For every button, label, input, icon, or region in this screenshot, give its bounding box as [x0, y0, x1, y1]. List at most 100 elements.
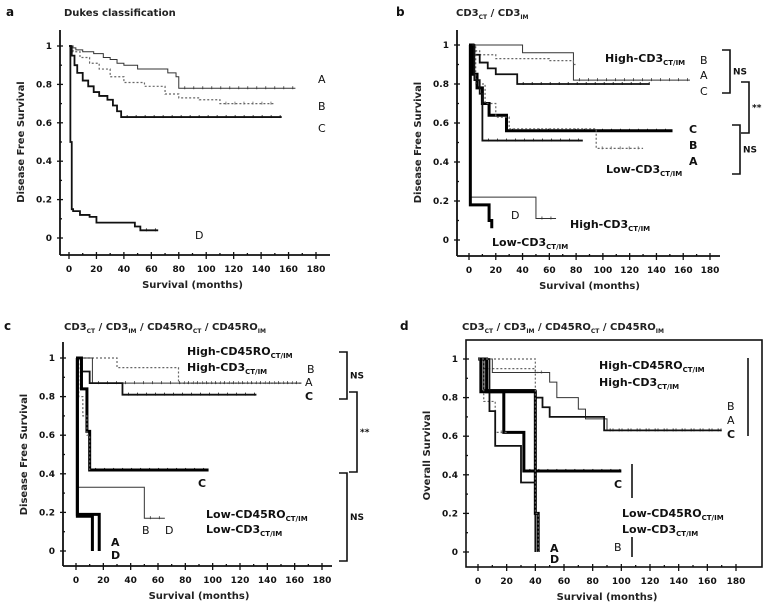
panel-title-sub: IM	[656, 328, 664, 335]
group-label-high: High-CD3CT/IM	[605, 52, 685, 67]
y-tick-label: 0.2	[36, 196, 52, 206]
group-label-low-cd45ro-part: Low-CD45RO	[206, 508, 286, 521]
curve-label-high-A: A	[305, 376, 313, 389]
km-curve-high-cd3-ct-im-b	[469, 44, 690, 81]
y-axis-label: Disease Free Survival	[19, 394, 30, 516]
x-tick-label: 80	[570, 266, 583, 276]
x-axis-label: Survival (months)	[557, 592, 658, 603]
panel-title-sub: CT	[87, 328, 96, 335]
group-label-low-sub: CT/IM	[660, 170, 682, 178]
panel-title-part: / CD3	[487, 8, 520, 19]
x-axis-label: Survival (months)	[149, 591, 250, 602]
group-label-high-cd3-sub: CT/IM	[245, 368, 267, 376]
x-tick-label: 80	[179, 576, 192, 586]
x-tick-label: 40	[124, 576, 137, 586]
curve-label-D: D	[511, 209, 519, 222]
group-label-low-cd45ro-sub: CT/IM	[286, 515, 308, 523]
group-label-low-cd3-part: Low-CD3	[206, 523, 260, 536]
y-tick-label: 1	[452, 355, 458, 365]
x-tick-label: 0	[475, 577, 481, 587]
panel-c: c CD3CT / CD3IM / CD45ROCT / CD45ROIM00.2…	[4, 319, 370, 602]
curve-label-low-D-thin: D	[165, 524, 173, 537]
group-label-high-cd45ro-sub: CT/IM	[683, 366, 705, 374]
km-curve-low-a	[478, 357, 540, 552]
y-tick-label: 0.8	[39, 393, 55, 403]
y-tick-label: 0.4	[433, 158, 449, 168]
y-axis-label: Disease Free Survival	[413, 82, 424, 204]
x-tick-label: 160	[279, 265, 298, 275]
group-label-low-cd45ro-sub: CT/IM	[702, 514, 724, 522]
y-axis-label: Disease Free Survival	[16, 81, 27, 203]
panel-title-part: / CD45RO	[599, 322, 655, 333]
y-tick-label: 0.6	[36, 119, 52, 129]
curve-label-low-C: C	[614, 478, 622, 491]
curve-label-high-C: C	[700, 85, 708, 98]
panel-d: d CD3CT / CD3IM / CD45ROCT / CD45ROIM00.2…	[400, 319, 763, 603]
panel-title-sub: IM	[526, 328, 534, 335]
x-tick-label: 180	[307, 265, 326, 275]
group-label-high-cd3-part: High-CD3	[187, 361, 245, 374]
group-label-low-cd45ro-part: Low-CD45RO	[622, 507, 702, 520]
panel-title-part: CD3	[462, 322, 485, 333]
curve-label-low-D: D	[111, 549, 120, 562]
y-tick-label: 1	[46, 42, 52, 52]
group-label-high-cd45ro: High-CD45ROCT/IM	[187, 345, 293, 360]
x-tick-label: 60	[543, 266, 556, 276]
group-label-high-cd3: High-CD3CT/IM	[599, 376, 679, 391]
sig-bracket-between-label: **	[360, 428, 370, 438]
y-tick-label: 0	[452, 548, 458, 558]
group-label-low-cd3-part: Low-CD3	[622, 523, 676, 536]
y-tick-label: 0.6	[39, 431, 55, 441]
curve-label-low-D: D	[550, 553, 559, 566]
group-label-high-part: High-CD3	[605, 52, 663, 65]
panel-letter: d	[400, 319, 409, 333]
curve-label-low-B: B	[689, 139, 697, 152]
y-tick-label: 0.8	[36, 80, 52, 90]
curve-label-B: B	[318, 100, 326, 113]
panel-title-part: / CD3	[493, 322, 526, 333]
x-tick-label: 160	[698, 577, 717, 587]
x-tick-label: 20	[97, 576, 110, 586]
y-tick-label: 0	[49, 547, 55, 557]
y-tick-label: 0.4	[442, 471, 458, 481]
km-curve-low-d	[75, 356, 101, 551]
sig-bracket-between-label: **	[752, 104, 762, 114]
panel-title-sub: IM	[520, 14, 528, 21]
km-curve-low-c	[478, 357, 622, 473]
y-tick-label: 0	[46, 234, 52, 244]
panel-title-part: / CD45RO	[201, 322, 257, 333]
sig-bracket-low	[732, 124, 741, 175]
x-tick-label: 140	[669, 577, 688, 587]
y-tick-label: 0.6	[433, 119, 449, 129]
y-tick-label: 0.8	[442, 394, 458, 404]
sig-bracket-low-label: NS	[743, 146, 757, 156]
x-tick-label: 40	[516, 266, 529, 276]
curve-label-low-A: A	[111, 536, 120, 549]
y-tick-label: 0.4	[39, 470, 55, 480]
curve-label-low-A: A	[689, 155, 698, 168]
panel-letter: c	[4, 319, 11, 333]
x-tick-label: 20	[490, 266, 503, 276]
group-label-high-D: High-CD3CT/IM	[570, 218, 650, 233]
y-tick-label: 0.2	[433, 197, 449, 207]
x-tick-label: 160	[285, 576, 304, 586]
km-curve-low-cd3-ct-im-a	[469, 44, 583, 142]
y-tick-label: 1	[49, 354, 55, 364]
group-label-low-cd3-sub: CT/IM	[260, 530, 282, 538]
curve-label-high-A: A	[727, 414, 735, 427]
group-label-high-cd45ro-part: High-CD45RO	[599, 359, 683, 372]
panel-title-part: CD3	[456, 8, 479, 19]
x-tick-label: 140	[252, 265, 271, 275]
x-tick-label: 0	[66, 265, 72, 275]
panel-title-part: / CD45RO	[137, 322, 193, 333]
x-tick-label: 100	[612, 577, 631, 587]
curve-label-high-B: B	[727, 400, 735, 413]
panel-title-part: / CD45RO	[535, 322, 591, 333]
panel-title-sub: CT	[479, 14, 488, 21]
x-axis-label: Survival (months)	[539, 281, 640, 292]
group-label-low-D: Low-CD3CT/IM	[492, 236, 568, 251]
panel-letter: a	[6, 5, 14, 19]
x-tick-label: 0	[73, 576, 79, 586]
curve-label-high-A: A	[700, 69, 708, 82]
